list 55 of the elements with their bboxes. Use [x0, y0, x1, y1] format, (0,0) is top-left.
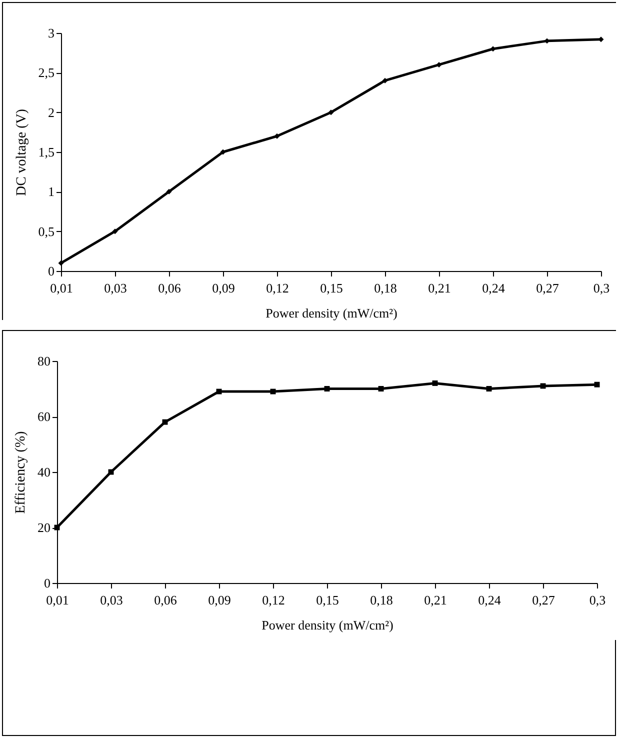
point	[328, 110, 334, 116]
x-tick-label: 0,06	[158, 280, 182, 296]
x-tick-label: 0,12	[262, 592, 285, 608]
point	[112, 228, 118, 234]
point	[594, 382, 600, 388]
y-axis-title: Efficiency (%)	[14, 430, 28, 514]
point	[378, 386, 384, 392]
x-tick-label: 0,15	[316, 592, 339, 608]
y-axis-title: DC voltage (V)	[14, 108, 30, 196]
point	[324, 386, 330, 392]
y-tick-label: 80	[38, 354, 50, 368]
x-tick-label: 0,12	[266, 280, 289, 296]
x-tick-label: 0,24	[478, 592, 502, 608]
x-tick-label: 0,15	[320, 280, 343, 296]
point	[540, 383, 546, 389]
point	[382, 78, 388, 84]
x-tick-label: 0,01	[50, 280, 73, 296]
point	[436, 62, 442, 68]
y-tick-label: 40	[38, 464, 50, 480]
x-tick-label: 0,27	[532, 592, 556, 608]
point	[270, 388, 276, 394]
y-tick-label: 1,5	[38, 144, 54, 160]
y-tick-label: 1	[48, 184, 54, 200]
y-tick-label: 2,5	[38, 65, 54, 80]
x-tick-label: 0,3	[589, 592, 606, 608]
x-tick-label: 0,03	[104, 280, 127, 296]
x-axis-title: Power density (mW/cm²)	[266, 306, 398, 320]
x-axis-title: Power density (mW/cm²)	[262, 618, 394, 632]
point	[162, 419, 168, 425]
y-tick-label: 2	[48, 104, 54, 120]
x-tick-label: 0,03	[100, 592, 123, 608]
x-tick-label: 0,21	[428, 280, 451, 296]
point	[58, 260, 64, 266]
x-tick-label: 0,18	[370, 592, 393, 608]
y-tick-label: 0	[44, 576, 50, 590]
x-tick-label: 0,09	[208, 592, 231, 608]
y-tick-label: 0,5	[38, 224, 54, 239]
point	[274, 133, 280, 139]
y-tick-label: 20	[38, 520, 50, 535]
x-tick-label: 0,27	[536, 280, 560, 296]
x-tick-label: 0,09	[212, 280, 235, 296]
y-tick-label: 3	[48, 26, 54, 40]
point	[216, 388, 222, 394]
y-tick-label: 0	[48, 264, 54, 278]
y-tick-label: 60	[38, 409, 50, 424]
x-tick-label: 0,06	[154, 592, 178, 608]
x-tick-label: 0,21	[424, 592, 447, 608]
x-tick-label: 0,3	[593, 280, 610, 296]
point	[220, 149, 226, 155]
x-tick-label: 0,01	[46, 592, 69, 608]
x-tick-label: 0,24	[482, 280, 506, 296]
x-tick-label: 0,18	[374, 280, 397, 296]
point	[166, 188, 172, 194]
point	[432, 380, 438, 386]
point	[486, 386, 492, 392]
